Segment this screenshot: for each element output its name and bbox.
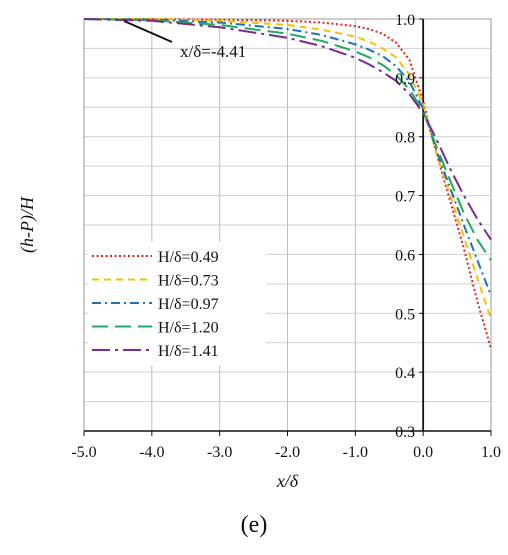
legend-label-2: H/δ=0.73	[158, 273, 219, 290]
x-axis-title: x/δ	[276, 471, 299, 491]
y-axis-title: (h-P)/H	[17, 196, 38, 253]
annotation-leader-line	[123, 20, 173, 43]
y-tick-label: 0.5	[395, 306, 415, 323]
annotation: x/δ=-4.41	[123, 20, 246, 61]
series-line-5	[83, 18, 492, 241]
y-tick-label: 0.9	[395, 71, 415, 88]
y-tick-label: 1.0	[395, 12, 415, 29]
legend-label-1: H/δ=0.49	[158, 249, 219, 266]
x-tick-label: -3.0	[207, 444, 232, 461]
tick-labels: -5.0 -4.0 -3.0 -2.0 -1.0 0.0 1.0 0.3 0.4 0.5 0.6 0.…	[71, 12, 501, 461]
x-tick-label: -1.0	[343, 444, 368, 461]
x-tick-label: -2.0	[275, 444, 300, 461]
legend: H/δ=0.49 H/δ=0.73 H/δ=0.97 H/δ=1.20 H/δ=1.41	[88, 242, 266, 366]
legend-label-3: H/δ=0.97	[158, 296, 219, 313]
y-tick-label: 0.4	[395, 365, 415, 382]
x-tick-label: 1.0	[481, 444, 501, 461]
legend-label-4: H/δ=1.20	[158, 320, 219, 337]
series-lines	[83, 18, 492, 349]
axes	[83, 18, 492, 436]
y-tick-label: 0.6	[395, 247, 415, 264]
grid-lines	[83, 18, 492, 432]
legend-label-5: H/δ=1.41	[158, 343, 219, 360]
y-tick-label: 0.8	[395, 130, 415, 147]
x-tick-label: -4.0	[139, 444, 164, 461]
annotation-label: x/δ=-4.41	[180, 42, 246, 61]
series-line-1	[84, 18, 492, 349]
x-tick-label: 0.0	[413, 444, 433, 461]
series-line-2	[84, 18, 492, 320]
panel-label: (e)	[241, 512, 268, 538]
y-tick-label: 0.3	[395, 424, 415, 441]
series-line-3	[83, 18, 492, 296]
y-tick-label: 0.7	[395, 189, 415, 206]
x-tick-label: -5.0	[71, 444, 96, 461]
series-line-4	[83, 18, 492, 261]
